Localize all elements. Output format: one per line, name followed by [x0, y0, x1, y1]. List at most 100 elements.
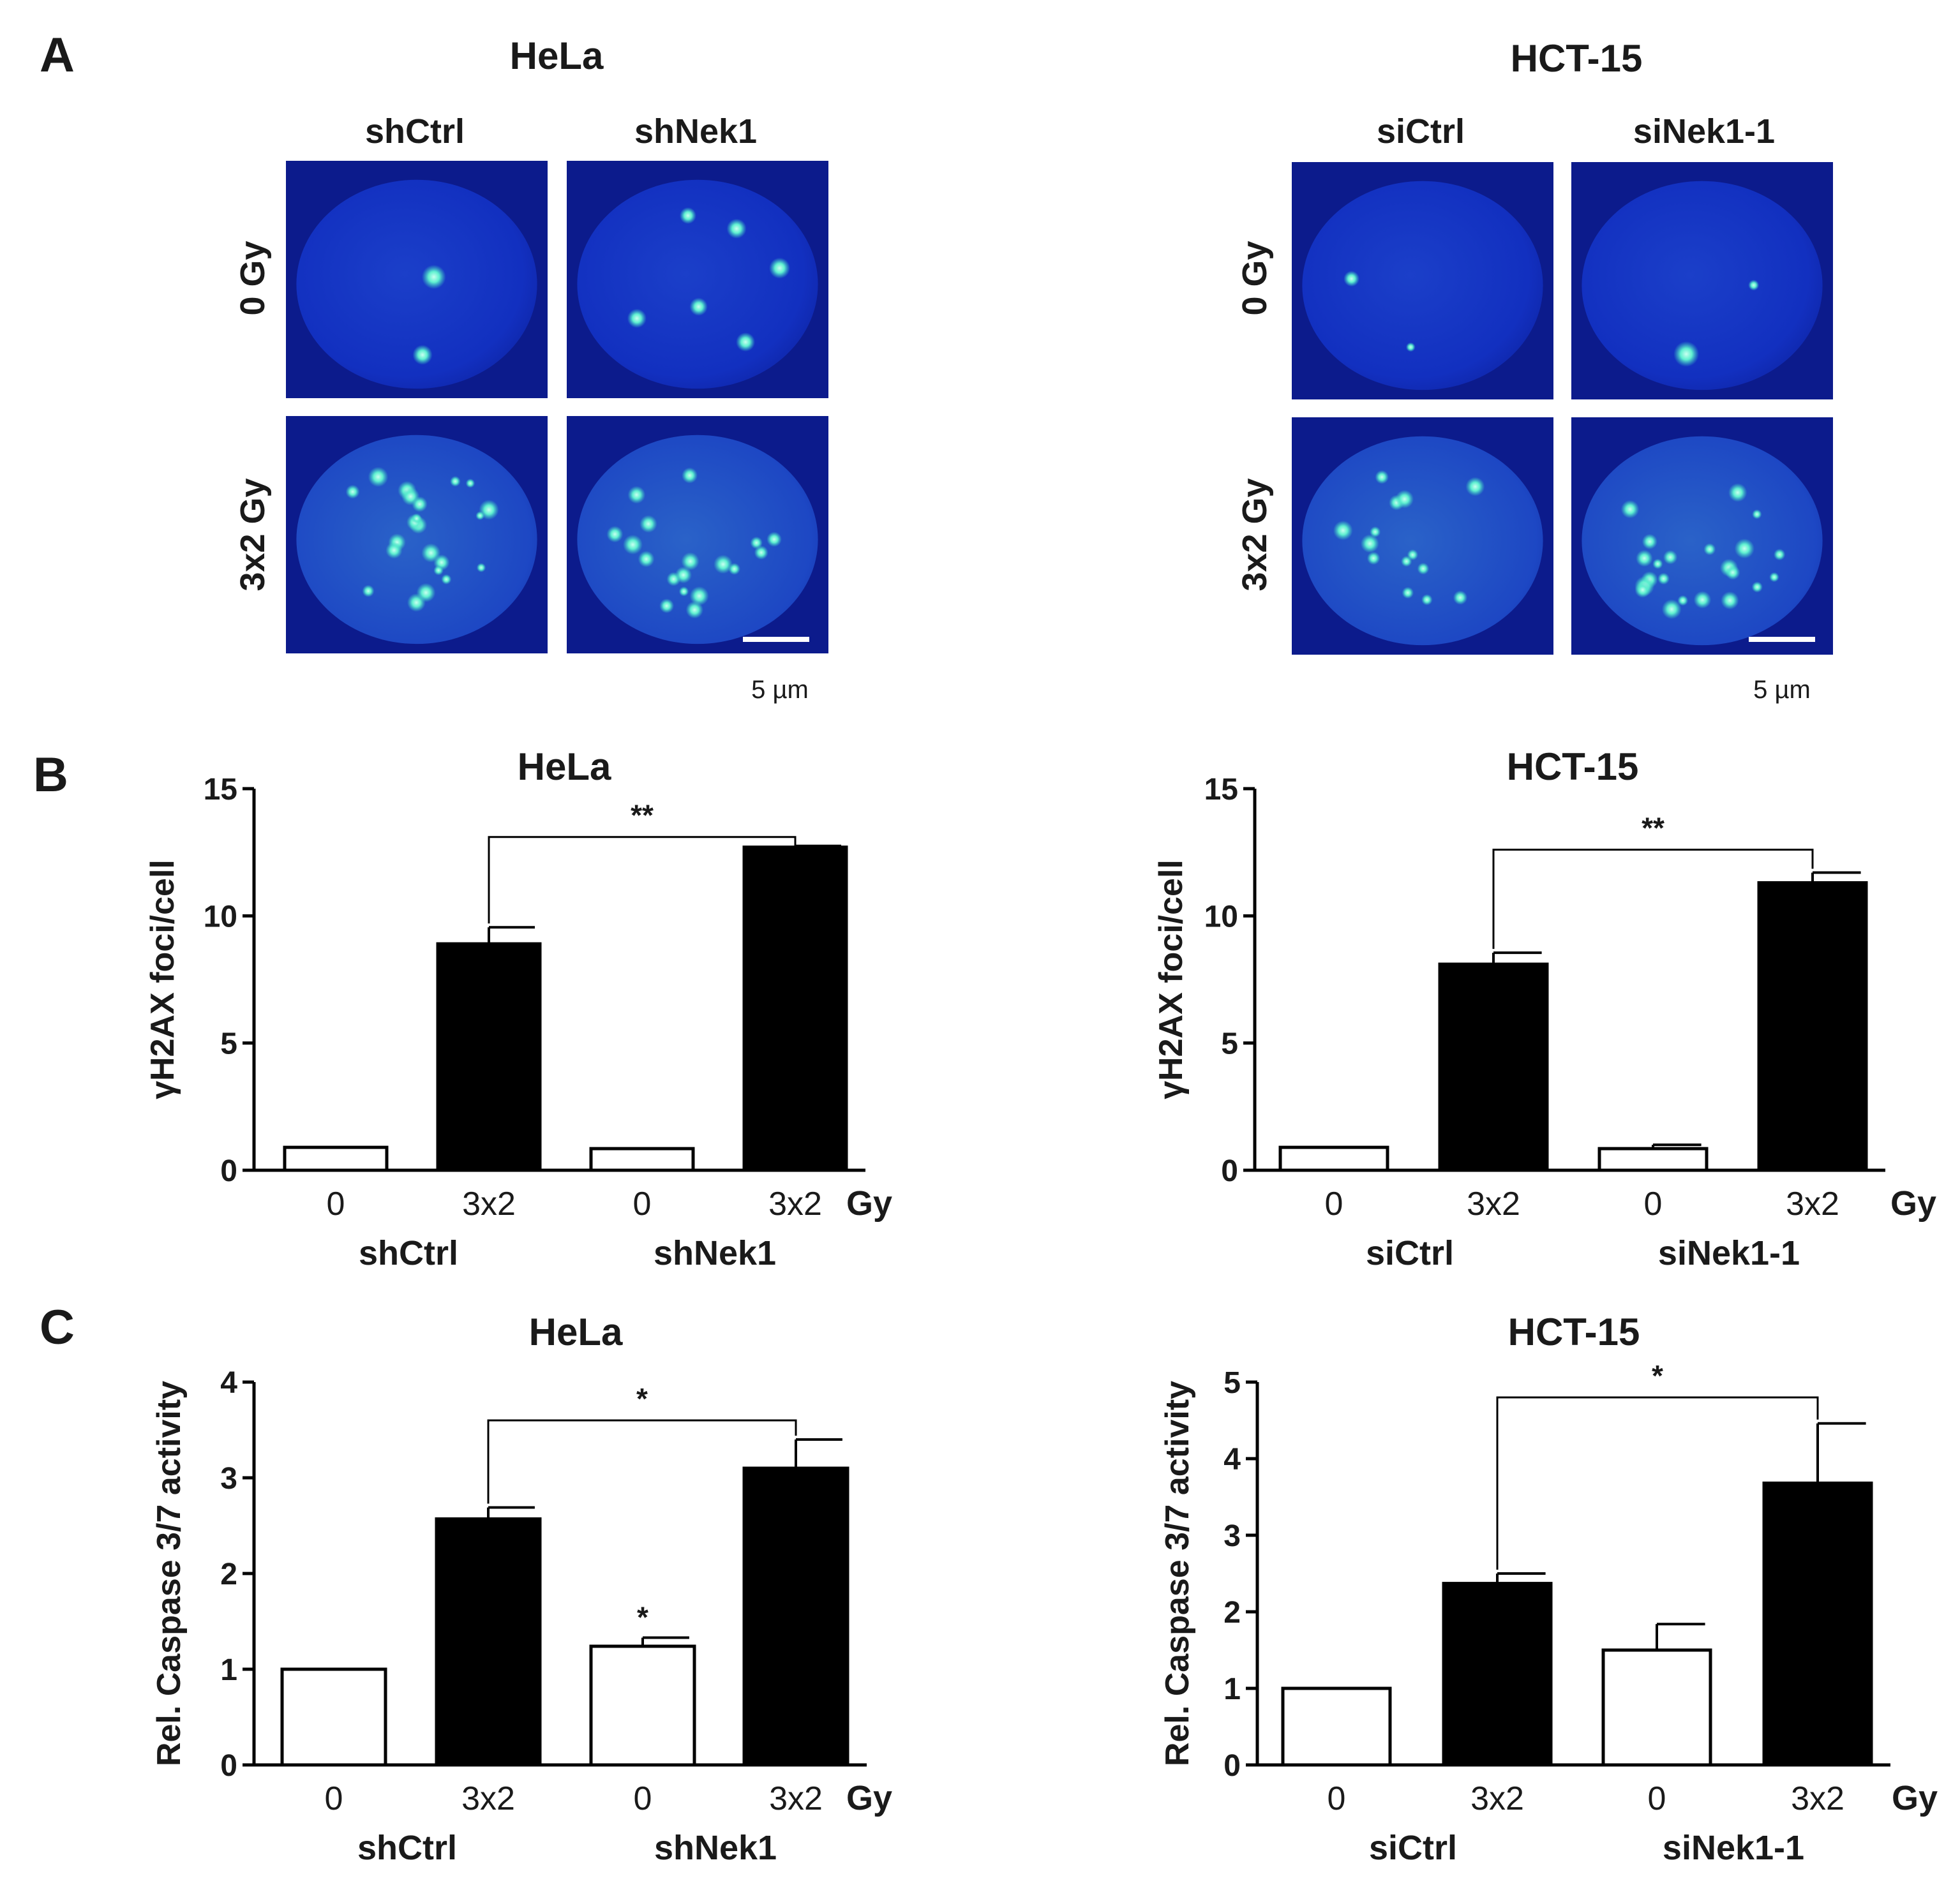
focus-spot [1652, 558, 1663, 569]
dose-unit-label: Gy [1892, 1779, 1938, 1817]
bar-filled [1438, 962, 1549, 1172]
focus-spot [627, 308, 647, 328]
focus-spot [475, 511, 485, 521]
micrograph-tile [1571, 417, 1833, 655]
focus-spot [1405, 342, 1416, 352]
micrograph-column-label: siCtrl [1377, 112, 1465, 151]
focus-spot [769, 257, 790, 279]
nucleus [296, 435, 537, 644]
chart-title: HCT-15 [1507, 745, 1639, 788]
y-tick-label: 0 [220, 1154, 237, 1188]
focus-spot [1375, 470, 1389, 484]
significance-mark: ** [1642, 812, 1665, 845]
micrograph-cell-line-title: HCT-15 [1511, 37, 1643, 80]
nucleus [1302, 436, 1543, 646]
bar-filled [1757, 881, 1868, 1172]
focus-spot [679, 207, 696, 224]
micrograph-column-label: shNek1 [634, 112, 757, 151]
focus-spot [1748, 279, 1760, 291]
bar-filled [1442, 1582, 1553, 1767]
nucleus [296, 179, 537, 389]
focus-spot [411, 513, 422, 524]
focus-spot [1402, 586, 1414, 599]
focus-spot [449, 476, 461, 487]
focus-spot [1343, 271, 1360, 287]
y-tick-label: 5 [220, 1027, 237, 1061]
scale-bar-label: 5 µm [751, 676, 809, 704]
x-tick-label: 3x2 [1467, 1186, 1520, 1223]
bar-open [1601, 1648, 1712, 1767]
focus-spot [659, 599, 675, 613]
focus-spot [476, 563, 486, 572]
y-tick-label: 0 [1221, 1154, 1238, 1188]
bar-open [1597, 1147, 1709, 1172]
focus-spot [1661, 599, 1682, 620]
micrograph-tile [1292, 417, 1553, 655]
dose-unit-label: Gy [1890, 1184, 1936, 1223]
group-label: shNek1 [654, 1234, 776, 1272]
focus-spot [421, 265, 446, 289]
y-tick-label: 5 [1221, 1027, 1238, 1061]
focus-spot [1657, 572, 1670, 585]
chart-b-hct15: HCT-15 γH2AX foci/cell 0 5 10 15 0 3x2 0 3x2 Gy siC… [1153, 745, 1936, 1272]
focus-spot [1395, 489, 1414, 509]
y-tick-label: 1 [220, 1653, 237, 1687]
x-tick-label: 0 [633, 1186, 652, 1223]
panel-letter-b: B [33, 748, 68, 802]
y-tick-label: 3 [220, 1462, 237, 1496]
focus-spot [416, 583, 436, 602]
y-tick-label: 10 [1204, 900, 1238, 934]
x-tick-label: 3x2 [1791, 1780, 1844, 1817]
focus-spot [638, 551, 655, 567]
bar-filled [742, 1466, 849, 1767]
y-tick-label: 2 [1223, 1596, 1241, 1630]
focus-spot [441, 574, 452, 585]
focus-spot [640, 515, 657, 533]
micrograph-cell-line-title: HeLa [510, 34, 604, 77]
focus-spot [681, 552, 699, 570]
micrograph-block-hct15: HCT-15 siCtrl siNek1-1 0 Gy 3x2 Gy 5 µm [1236, 37, 1833, 704]
micrograph-row-label: 3x2 Gy [234, 478, 272, 591]
micrograph-tile [1292, 162, 1553, 399]
bar-open [280, 1667, 387, 1767]
focus-spot [433, 565, 444, 576]
significance-mark: * [1652, 1359, 1663, 1392]
bar-open [1281, 1686, 1392, 1767]
focus-spot [1401, 556, 1412, 567]
focus-spot [1453, 590, 1468, 605]
nucleus [577, 179, 818, 389]
focus-spot [678, 586, 689, 597]
chart-title: HCT-15 [1508, 1311, 1640, 1353]
focus-spot [754, 545, 768, 560]
y-tick-label: 0 [1223, 1749, 1241, 1783]
micrograph-row-label: 0 Gy [1236, 241, 1274, 315]
panel-letter-c: C [40, 1300, 75, 1355]
focus-spot [465, 479, 475, 488]
focus-spot [767, 532, 782, 547]
y-axis-label: γH2AX foci/cell [1153, 859, 1190, 1099]
focus-spot [1752, 509, 1762, 519]
focus-spot [728, 563, 740, 575]
bar-filled [436, 942, 542, 1172]
focus-spot [675, 566, 692, 584]
dose-unit-label: Gy [846, 1184, 892, 1223]
y-tick-label: 10 [204, 900, 237, 934]
focus-spot [750, 536, 763, 549]
x-tick-label: 0 [1325, 1186, 1343, 1223]
focus-spot [682, 467, 698, 484]
focus-spot [1635, 582, 1651, 598]
y-axis-label: Rel. Caspase 3/7 activity [151, 1381, 188, 1766]
focus-spot [1366, 551, 1380, 565]
y-tick-label: 4 [220, 1366, 237, 1400]
group-label: shNek1 [654, 1829, 777, 1867]
focus-spot [1421, 594, 1433, 606]
focus-spot [362, 584, 375, 597]
group-label: siCtrl [1366, 1234, 1454, 1272]
x-tick-label: 0 [1644, 1186, 1663, 1223]
focus-spot [1693, 591, 1712, 609]
focus-spot [1673, 341, 1700, 367]
focus-spot [412, 496, 428, 512]
focus-spot [1728, 483, 1747, 502]
group-label: siNek1-1 [1663, 1829, 1804, 1867]
x-tick-label: 0 [634, 1780, 652, 1817]
